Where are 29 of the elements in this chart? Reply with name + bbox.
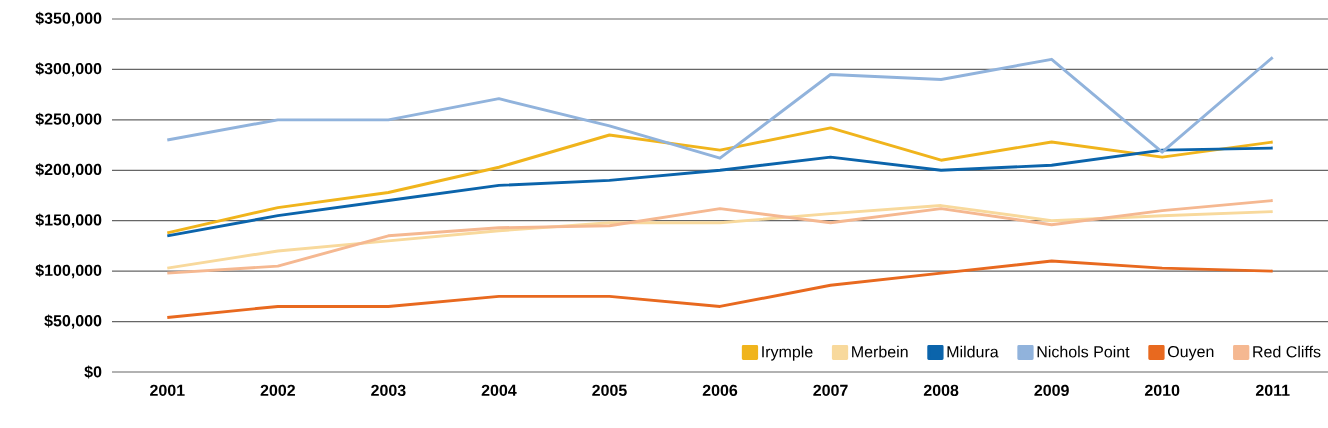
x-tick-label: 2007 xyxy=(813,384,848,397)
line-series xyxy=(165,259,1275,319)
legend-label: Mildura xyxy=(947,345,999,358)
line-series xyxy=(165,55,1275,160)
legend-label: Ouyen xyxy=(1168,345,1214,361)
y-tick-label: $0 xyxy=(84,365,102,379)
legend-label: Merbein xyxy=(852,345,908,358)
y-tick-label: $300,000 xyxy=(35,62,102,77)
y-tick-label: $50,000 xyxy=(44,314,102,329)
y-tick-label: $150,000 xyxy=(35,213,102,228)
x-tick-label: 2009 xyxy=(1034,384,1069,397)
x-tick-label: 2010 xyxy=(1144,384,1180,397)
line-series xyxy=(165,126,1275,235)
x-tick-label: 2001 xyxy=(150,384,185,397)
x-tick-label: 2011 xyxy=(1255,384,1290,397)
y-tick-label: $250,000 xyxy=(35,112,102,128)
line-series xyxy=(165,146,1275,238)
x-tick-label: 2003 xyxy=(371,384,406,397)
y-tick-label: $200,000 xyxy=(35,163,102,178)
legend-label: Nichols Point xyxy=(1037,345,1130,358)
legend-label: Irymple xyxy=(762,345,813,361)
y-tick-label: $100,000 xyxy=(35,263,102,279)
legend-label: Red Cliffs xyxy=(1253,345,1321,358)
x-tick-label: 2008 xyxy=(923,384,959,397)
x-tick-label: 2004 xyxy=(481,384,517,397)
x-tick-label: 2005 xyxy=(592,384,627,397)
x-tick-label: 2002 xyxy=(260,384,295,397)
y-tick-label: $350,000 xyxy=(35,11,102,27)
x-tick-label: 2006 xyxy=(702,384,738,397)
